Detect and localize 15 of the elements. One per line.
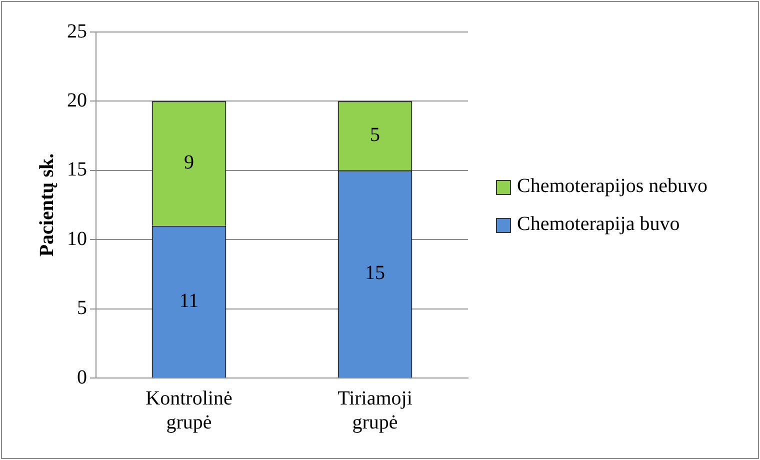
y-tick-label: 10 — [67, 228, 87, 250]
y-tick-label: 15 — [67, 158, 87, 181]
legend-label: Chemoterapijos nebuvo — [517, 174, 709, 198]
y-tick-label: 20 — [67, 89, 87, 112]
data-label: 15 — [365, 262, 385, 284]
legend-label: Chemoterapija buvo — [517, 212, 681, 236]
y-tick-label: 0 — [77, 366, 87, 388]
data-label: 9 — [184, 152, 194, 174]
y-tick-label: 5 — [77, 297, 87, 320]
y-axis-title: Pacientų sk. — [36, 153, 58, 257]
x-tick-label: Tiriamoji grupė — [338, 387, 413, 434]
y-tick-label: 25 — [67, 20, 87, 42]
data-label: 11 — [179, 290, 199, 312]
data-label: 5 — [370, 124, 380, 146]
x-tick-label: Kontrolinė grupė — [146, 387, 232, 434]
